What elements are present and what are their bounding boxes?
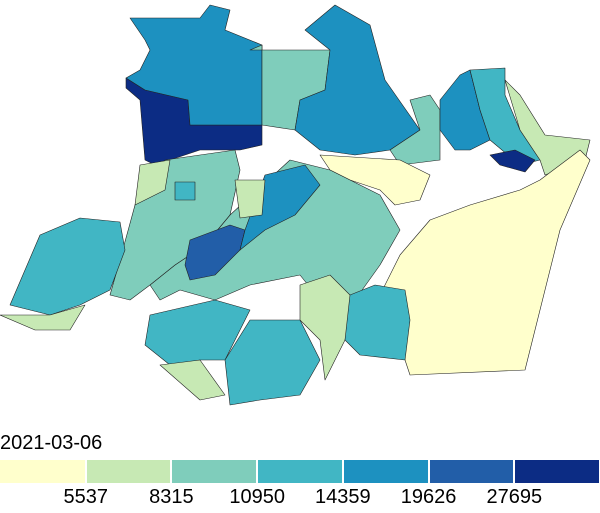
legend-break-label: 5537 xyxy=(63,486,108,508)
map-region xyxy=(9,217,126,316)
legend-break-label: 8315 xyxy=(149,486,194,508)
legend-break-label: 27695 xyxy=(486,486,543,508)
legend-swatch xyxy=(172,460,257,483)
legend-swatch xyxy=(515,460,599,483)
legend-break-label: 19626 xyxy=(400,486,457,508)
legend-break-label: 14359 xyxy=(315,486,371,508)
map-region xyxy=(489,149,536,173)
map-region xyxy=(239,164,321,251)
date-label: 2021-03-06 xyxy=(0,432,103,454)
map-region xyxy=(234,179,266,219)
legend-swatch xyxy=(258,460,342,483)
map-region xyxy=(224,319,321,406)
map-region xyxy=(294,4,421,156)
choropleth-map xyxy=(0,4,591,406)
color-legend xyxy=(0,460,600,483)
map-region xyxy=(389,94,441,166)
legend-swatch xyxy=(429,460,514,483)
legend-swatch xyxy=(343,460,428,483)
legend-swatch xyxy=(0,460,85,483)
map-region xyxy=(184,224,246,281)
map-region xyxy=(344,284,411,361)
legend-break-label: 10950 xyxy=(229,486,285,508)
map-region xyxy=(299,274,356,381)
legend-swatch xyxy=(86,460,171,483)
map-region xyxy=(134,159,171,206)
map-region xyxy=(174,181,196,201)
map-region xyxy=(125,4,263,126)
map-region xyxy=(0,304,86,331)
map-region xyxy=(159,359,226,401)
